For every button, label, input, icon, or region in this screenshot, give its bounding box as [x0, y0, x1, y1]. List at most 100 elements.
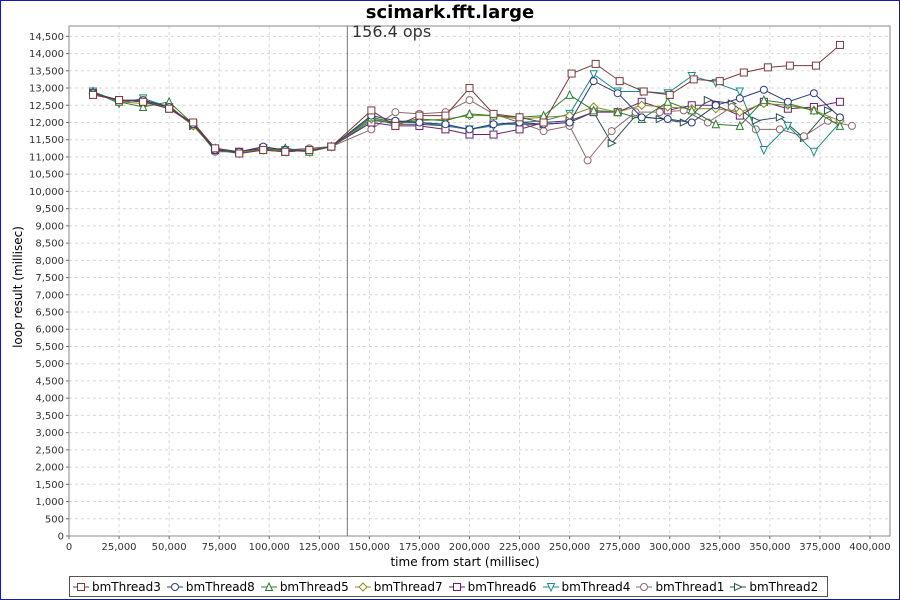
x-tick-label: 0	[66, 542, 72, 553]
data-point-bmThread3	[235, 149, 244, 158]
data-point-bmThread5	[835, 120, 845, 130]
data-point-bmThread8	[465, 125, 474, 134]
x-tick-label: 375,000	[799, 542, 840, 553]
data-point-bmThread5	[589, 105, 598, 115]
data-point-bmThread3	[665, 90, 674, 99]
x-tick-label: 75,000	[202, 542, 237, 553]
legend-marker	[264, 581, 274, 591]
data-point-bmThread8	[711, 101, 720, 110]
data-point-bmThread3	[391, 121, 400, 130]
legend-label: bmThread7	[373, 579, 443, 594]
data-point-bmThread8	[783, 97, 792, 106]
data-point-bmThread5	[613, 106, 622, 117]
x-tick-label: 175,000	[399, 542, 440, 553]
y-tick-label: 3,000	[35, 428, 64, 439]
x-tick-label: 300,000	[649, 542, 690, 553]
data-point-bmThread3	[639, 87, 648, 96]
data-point-bmThread3	[591, 59, 600, 68]
legend-marker	[546, 582, 555, 592]
y-tick-label: 3,500	[35, 411, 64, 422]
data-point-bmThread8	[489, 120, 498, 129]
y-tick-label: 14,000	[29, 49, 64, 60]
data-point-bmThread4	[589, 70, 598, 80]
y-tick-label: 4,000	[35, 394, 64, 405]
legend-item-bmThread7: bmThread7	[354, 579, 443, 594]
x-tick-label: 325,000	[699, 542, 740, 553]
data-point-bmThread1	[367, 125, 376, 134]
data-point-bmThread2	[751, 116, 762, 126]
data-point-bmThread8	[687, 118, 696, 127]
data-point-bmThread3	[259, 146, 268, 155]
data-point-bmThread4	[759, 146, 769, 156]
data-point-bmThread8	[441, 120, 450, 129]
legend-swatch	[166, 582, 183, 591]
data-point-bmThread8	[589, 77, 598, 86]
data-point-bmThread1	[655, 108, 664, 117]
x-tick-label: 150,000	[349, 542, 390, 553]
y-tick-label: 9,000	[35, 221, 64, 232]
legend-item-bmThread4: bmThread4	[542, 580, 630, 594]
legend-item-bmThread8: bmThread8	[166, 579, 255, 594]
legend-item-bmThread2: bmThread2	[730, 580, 818, 594]
data-point-bmThread5	[687, 105, 697, 115]
data-point-bmThread3	[89, 90, 98, 99]
y-tick-label: 2,000	[35, 463, 64, 474]
legend-label: bmThread8	[185, 579, 255, 594]
legend-marker	[170, 582, 179, 591]
data-point-bmThread3	[489, 109, 498, 118]
y-tick-label: 4,500	[35, 376, 64, 387]
data-point-bmThread8	[565, 118, 574, 127]
x-tick-label: 225,000	[499, 542, 540, 553]
data-point-bmThread5	[565, 89, 574, 99]
legend: bmThread3 bmThread8 bmThread5 bmThread7 bmTh…	[69, 576, 829, 597]
plot-border	[68, 25, 891, 537]
y-tick-label: 6,000	[35, 325, 64, 336]
x-tick-label: 350,000	[749, 542, 790, 553]
data-point-bmThread4	[809, 147, 819, 157]
data-point-bmThread1	[391, 108, 400, 117]
legend-swatch	[542, 582, 559, 592]
data-point-bmThread5	[735, 120, 745, 130]
data-point-bmThread5	[759, 94, 769, 105]
legend-marker	[358, 581, 368, 592]
data-point-bmThread3	[465, 84, 474, 93]
y-tick-label: 13,500	[29, 66, 64, 77]
x-tick-label: 125,000	[299, 542, 340, 553]
y-tick-label: 11,000	[29, 152, 64, 163]
legend-item-bmThread3: bmThread3	[73, 580, 161, 594]
y-tick-label: 10,500	[29, 170, 64, 181]
data-point-bmThread8	[759, 85, 768, 94]
data-point-bmThread3	[567, 69, 576, 78]
legend-swatch	[260, 581, 277, 591]
data-point-bmThread3	[165, 104, 174, 113]
legend-label: bmThread6	[467, 579, 537, 594]
legend-marker	[734, 582, 744, 591]
y-tick-label: 2,500	[35, 445, 64, 456]
data-point-bmThread3	[367, 106, 376, 115]
data-point-bmThread6	[489, 130, 498, 139]
data-point-bmThread4	[735, 87, 745, 97]
y-tick-label: 12,000	[29, 118, 64, 129]
data-point-bmThread1	[727, 102, 736, 111]
data-point-bmThread3	[739, 68, 748, 77]
data-point-bmThread3	[515, 113, 524, 122]
data-point-bmThread5	[711, 119, 721, 129]
data-point-bmThread3	[763, 63, 772, 72]
series-bmThread3	[89, 40, 844, 158]
data-point-bmThread8	[735, 94, 744, 103]
data-point-bmThread2	[607, 138, 617, 148]
legend-swatch	[73, 582, 89, 591]
data-point-bmThread3	[281, 147, 290, 156]
y-tick-label: 14,500	[29, 32, 64, 43]
y-tick-label: 9,500	[35, 204, 64, 215]
x-axis-label: time from start (millisec)	[390, 555, 539, 569]
series-layer	[88, 40, 856, 165]
throughput-annotation: 156.4 ops	[352, 22, 431, 41]
data-point-bmThread8	[835, 113, 844, 122]
y-tick-label: 7,500	[35, 273, 64, 284]
y-tick-label: 8,500	[35, 239, 64, 250]
y-tick-label: 6,500	[35, 308, 64, 319]
legend-swatch	[354, 581, 371, 592]
y-tick-label: 12,500	[29, 101, 64, 112]
